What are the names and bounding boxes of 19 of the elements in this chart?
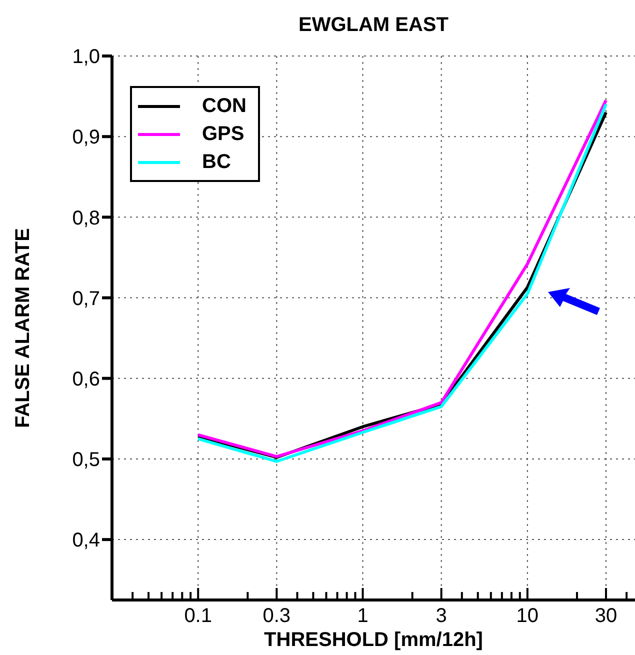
y-tick-label: 1,0	[72, 46, 100, 68]
x-tick-label: 0.3	[262, 605, 291, 627]
y-tick-label: 0,9	[72, 126, 100, 149]
y-tick-label: 0,8	[72, 207, 100, 230]
y-tick-label: 0,7	[72, 288, 100, 310]
x-tick-label: 30	[594, 605, 618, 627]
legend-label: BC	[202, 150, 231, 175]
x-tick-label: 1	[357, 605, 368, 627]
x-tick-label: 3	[436, 605, 447, 627]
x-axis-title: THRESHOLD [mm/12h]	[264, 629, 483, 651]
y-tick-label: 0,6	[72, 368, 100, 390]
y-tick-label: 0,5	[72, 449, 100, 472]
x-tick-label: 10	[516, 605, 539, 627]
x-tick-label: 0.1	[184, 605, 212, 627]
chart-title: EWGLAM EAST	[298, 14, 450, 37]
y-tick-label: 0,4	[72, 530, 100, 552]
y-axis-title: FALSE ALARM RATE	[12, 228, 34, 428]
legend-label: CON	[202, 94, 246, 119]
legend-label: GPS	[202, 122, 244, 147]
